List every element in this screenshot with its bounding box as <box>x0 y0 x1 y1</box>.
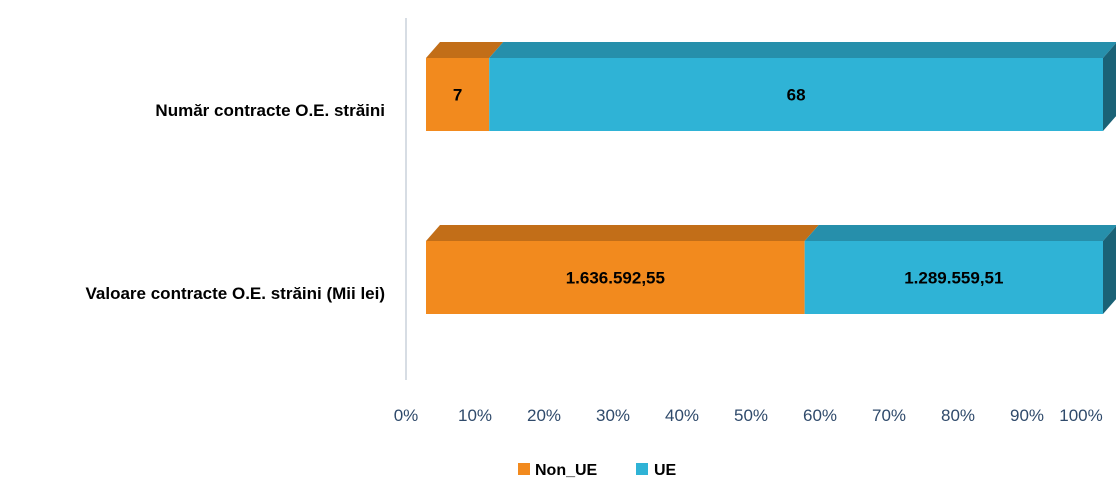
x-tick-label: 20% <box>527 406 561 425</box>
bar-top-ue-0 <box>489 42 1116 58</box>
bar-top-non-ue-1 <box>426 225 819 241</box>
legend-swatch-non-ue <box>518 463 530 475</box>
x-tick-label: 50% <box>734 406 768 425</box>
x-tick-label: 90% <box>1010 406 1044 425</box>
x-axis-ticks: 0% 10% 20% 30% 40% 50% 60% 70% 80% 90% 1… <box>394 406 1103 425</box>
bars-layer <box>426 42 1116 314</box>
x-tick-label: 30% <box>596 406 630 425</box>
x-tick-label: 100% <box>1059 406 1102 425</box>
category-label-1: Valoare contracte O.E. străini (Mii lei) <box>86 284 385 303</box>
bar-top-ue-1 <box>804 225 1116 241</box>
legend: Non_UE UE <box>518 462 677 479</box>
data-label-ue-0: 68 <box>787 86 806 105</box>
data-label-non-ue-1: 1.636.592,55 <box>566 269 665 288</box>
x-tick-label: 0% <box>394 406 419 425</box>
x-tick-label: 70% <box>872 406 906 425</box>
labels-layer: Număr contracte O.E. străini Valoare con… <box>86 86 1004 304</box>
data-label-ue-1: 1.289.559,51 <box>904 269 1003 288</box>
x-tick-label: 40% <box>665 406 699 425</box>
bar-non-ue-1 <box>426 241 805 314</box>
legend-label-ue: UE <box>654 462 677 479</box>
x-tick-label: 10% <box>458 406 492 425</box>
bar-non-ue-0 <box>426 58 490 131</box>
x-tick-label: 80% <box>941 406 975 425</box>
bar-top-non-ue-0 <box>426 42 504 58</box>
bar-side-1 <box>1103 226 1116 314</box>
bar-ue-1 <box>804 241 1103 314</box>
category-label-0: Număr contracte O.E. străini <box>155 101 385 120</box>
legend-label-non-ue: Non_UE <box>535 462 598 479</box>
data-label-non-ue-0: 7 <box>453 86 462 105</box>
bar-side-0 <box>1103 43 1116 131</box>
bar-ue-0 <box>489 58 1104 131</box>
x-tick-label: 60% <box>803 406 837 425</box>
legend-swatch-ue <box>636 463 648 475</box>
